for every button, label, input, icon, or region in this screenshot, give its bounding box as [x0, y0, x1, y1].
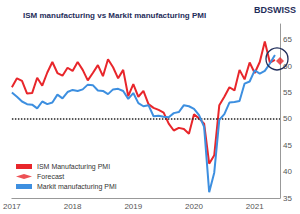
svg-text:2018: 2018	[64, 202, 82, 211]
svg-text:50: 50	[283, 114, 292, 123]
svg-text:60: 60	[283, 61, 292, 71]
svg-text:ISM manufacturing vs Markit ma: ISM manufacturing vs Markit manufacturin…	[23, 11, 206, 20]
svg-text:65: 65	[283, 35, 292, 44]
svg-text:Markit manufacturing PMI: Markit manufacturing PMI	[37, 183, 117, 191]
svg-text:55: 55	[283, 88, 292, 97]
svg-text:BDSWISS: BDSWISS	[254, 5, 296, 15]
svg-text:35: 35	[283, 194, 292, 203]
svg-text:2019: 2019	[124, 202, 142, 211]
svg-text:2020: 2020	[185, 202, 203, 211]
svg-text:2021: 2021	[246, 202, 264, 211]
svg-text:45: 45	[283, 141, 292, 150]
svg-text:Forecast: Forecast	[37, 173, 64, 180]
svg-text:2017: 2017	[3, 202, 21, 211]
svg-text:ISM Manufacturing PMI: ISM Manufacturing PMI	[37, 163, 110, 171]
svg-text:40: 40	[283, 167, 292, 176]
